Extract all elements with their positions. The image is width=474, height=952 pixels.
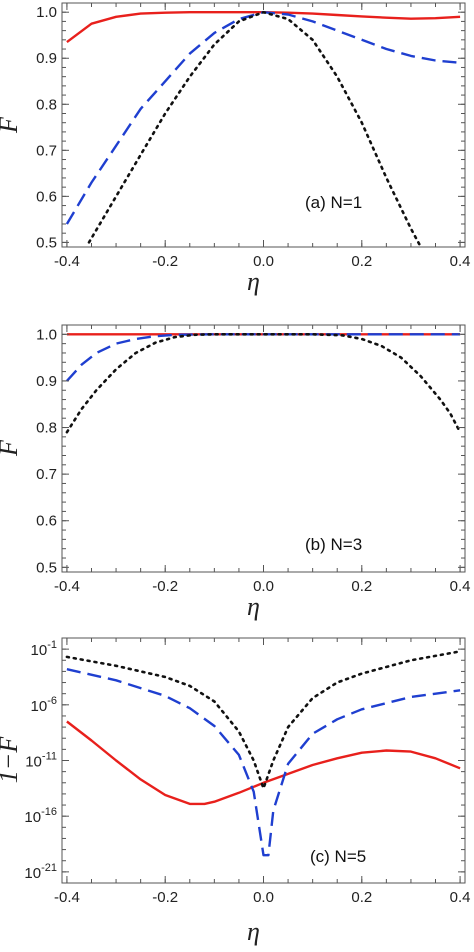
series-line-dotted xyxy=(65,333,462,434)
x-axis-label: η xyxy=(247,267,260,296)
x-tick-label: -0.4 xyxy=(54,253,80,270)
panel-label: (c) N=5 xyxy=(310,847,366,866)
y-tick-label: 10-6 xyxy=(31,695,57,715)
y-tick-label: 0.6 xyxy=(36,513,57,530)
series-line-dotted xyxy=(65,650,462,790)
x-tick-label: 0.2 xyxy=(351,253,372,270)
y-tick-label: 0.5 xyxy=(36,234,57,251)
y-tick-label: 10-1 xyxy=(31,639,57,659)
x-tick-label: -0.2 xyxy=(152,889,178,906)
y-tick-label: 0.6 xyxy=(36,188,57,205)
x-tick-label: -0.2 xyxy=(152,578,178,595)
y-axis-label: F xyxy=(0,439,23,457)
y-axis-label: 1−F xyxy=(0,736,23,784)
plot-frame xyxy=(61,2,466,248)
x-tick-label: 0.4 xyxy=(450,578,471,595)
y-tick-label: 10-21 xyxy=(24,862,57,882)
x-tick-label: -0.4 xyxy=(54,578,80,595)
y-tick-label: 0.8 xyxy=(36,420,57,437)
y-axis-label: F xyxy=(0,116,23,134)
y-tick-label: 10-16 xyxy=(24,806,57,826)
series-line-solid xyxy=(66,720,461,806)
y-tick-label: 0.9 xyxy=(36,50,57,67)
y-tick-label: 0.7 xyxy=(36,142,57,159)
y-tick-label: 1.0 xyxy=(36,326,57,343)
x-tick-label: 0.4 xyxy=(450,889,471,906)
panel-label: (a) N=1 xyxy=(305,193,362,212)
chart-panel-2: -0.4 -0.2 0.0 0.2 0.4 0.5 0.6 0.7 0.8 0.9 1.0 η F (b)… xyxy=(0,324,471,621)
x-tick-label: 0.0 xyxy=(253,889,274,906)
x-tick-label: 0.0 xyxy=(253,253,274,270)
x-tick-label: -0.2 xyxy=(152,253,178,270)
x-axis-label: η xyxy=(247,592,260,621)
series-line-dashed xyxy=(66,668,461,857)
y-tick-label: 1.0 xyxy=(36,4,57,21)
x-tick-label: 0.0 xyxy=(253,578,274,595)
chart-panel-1: -0.4 -0.2 0.0 0.2 0.4 0.5 0.6 0.7 0.8 0.9 1.0 η F (a)… xyxy=(0,2,471,296)
x-tick-label: 0.2 xyxy=(351,889,372,906)
series-line-dotted xyxy=(87,10,423,247)
y-tick-label: 0.8 xyxy=(36,96,57,113)
panel-label: (b) N=3 xyxy=(305,535,362,554)
x-axis-label: η xyxy=(247,917,260,946)
x-tick-label: -0.4 xyxy=(54,889,80,906)
x-tick-label: 0.2 xyxy=(351,578,372,595)
plot-frame xyxy=(61,637,466,884)
y-tick-label: 0.7 xyxy=(36,466,57,483)
y-tick-label: 10-11 xyxy=(25,751,57,771)
y-tick-label: 0.5 xyxy=(36,559,57,576)
x-tick-label: 0.4 xyxy=(450,253,471,270)
series-line-dashed xyxy=(65,11,461,225)
series-line-solid xyxy=(66,11,461,44)
chart-panel-3: -0.4 -0.2 0.0 0.2 0.4 10-1 10-6 10-11 10-16 10-21… xyxy=(0,637,471,946)
y-tick-label: 0.9 xyxy=(36,373,57,390)
